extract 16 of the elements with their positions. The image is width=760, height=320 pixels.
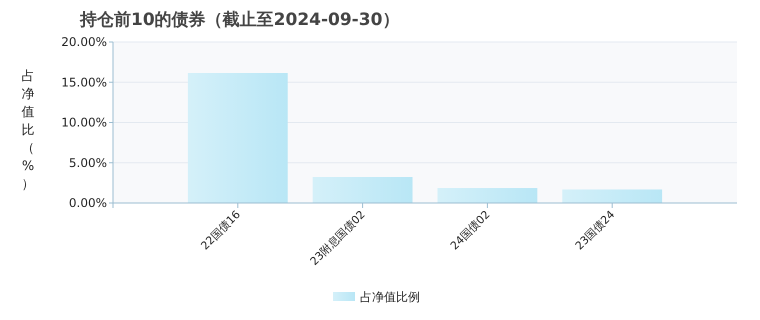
x-tick-label: 22国债16 [198, 208, 243, 252]
bar [188, 72, 288, 203]
y-tick-label: 5.00% [68, 156, 107, 170]
x-tick-label: 24国债02 [448, 208, 493, 252]
bar [312, 177, 413, 203]
x-tick-label: 23附息国债02 [308, 208, 368, 268]
bar [437, 188, 538, 203]
y-tick-label: 0.00% [68, 196, 107, 210]
y-tick-label: 15.00% [61, 75, 107, 90]
y-axis-title: 占净值比（%） [22, 69, 34, 192]
legend-label: 占净值比例 [360, 290, 420, 304]
y-tick-label: 10.00% [61, 116, 107, 130]
bar [562, 189, 662, 203]
x-tick-label: 23国债24 [572, 208, 618, 252]
chart-title: 持仓前10的债券（截止至2024-09-30） [79, 10, 400, 30]
y-tick-label: 20.00% [61, 35, 107, 50]
